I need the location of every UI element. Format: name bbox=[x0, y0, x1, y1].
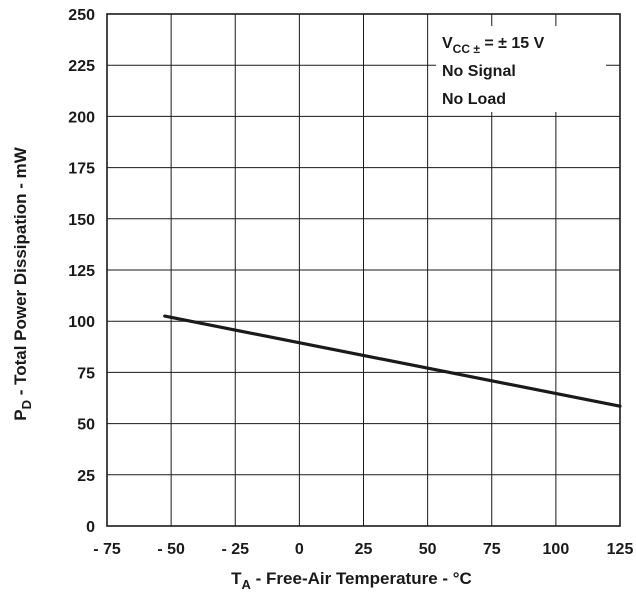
annotation-no-load: No Load bbox=[442, 91, 506, 108]
power-dissipation-line bbox=[163, 314, 622, 408]
y-tick-label: 175 bbox=[68, 161, 95, 178]
x-tick-label: 125 bbox=[607, 541, 634, 558]
data-series bbox=[163, 314, 622, 408]
x-tick-label: 100 bbox=[543, 541, 570, 558]
y-tick-label: 125 bbox=[68, 263, 95, 280]
x-tick-label: 0 bbox=[295, 541, 304, 558]
condition-annotation: VCC ± = ± 15 V No Signal No Load bbox=[436, 26, 606, 112]
y-tick-label: 200 bbox=[68, 109, 95, 126]
x-tick-label: - 25 bbox=[221, 541, 249, 558]
x-axis-title: TA - Free-Air Temperature - °C bbox=[231, 569, 472, 592]
y-tick-label: 50 bbox=[77, 417, 95, 434]
x-tick-label: - 75 bbox=[93, 541, 121, 558]
y-tick-label: 225 bbox=[68, 58, 95, 75]
x-tick-label: - 50 bbox=[157, 541, 185, 558]
x-tick-label: 75 bbox=[483, 541, 501, 558]
annotation-background bbox=[436, 26, 606, 112]
x-tick-label: 25 bbox=[355, 541, 373, 558]
y-tick-label: 250 bbox=[68, 7, 95, 24]
x-tick-label: 50 bbox=[419, 541, 437, 558]
annotation-supply-voltage: VCC ± = ± 15 V bbox=[442, 35, 545, 56]
annotation-no-signal: No Signal bbox=[442, 63, 516, 80]
y-tick-label: 100 bbox=[68, 314, 95, 331]
y-tick-label: 0 bbox=[86, 519, 95, 536]
plot-frame bbox=[106, 13, 621, 527]
y-tick-label: 150 bbox=[68, 212, 95, 229]
y-axis-title: PD - Total Power Dissipation - mW bbox=[11, 146, 34, 420]
y-tick-label: 25 bbox=[77, 468, 95, 485]
y-tick-label: 75 bbox=[77, 365, 95, 382]
